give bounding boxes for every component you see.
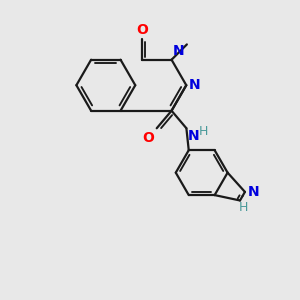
Text: O: O bbox=[136, 23, 148, 37]
Text: N: N bbox=[189, 78, 200, 92]
Text: N: N bbox=[173, 44, 185, 58]
Text: N: N bbox=[188, 129, 199, 143]
Text: N: N bbox=[247, 185, 259, 199]
Text: H: H bbox=[199, 125, 208, 138]
Text: H: H bbox=[239, 201, 248, 214]
Text: O: O bbox=[142, 131, 154, 145]
